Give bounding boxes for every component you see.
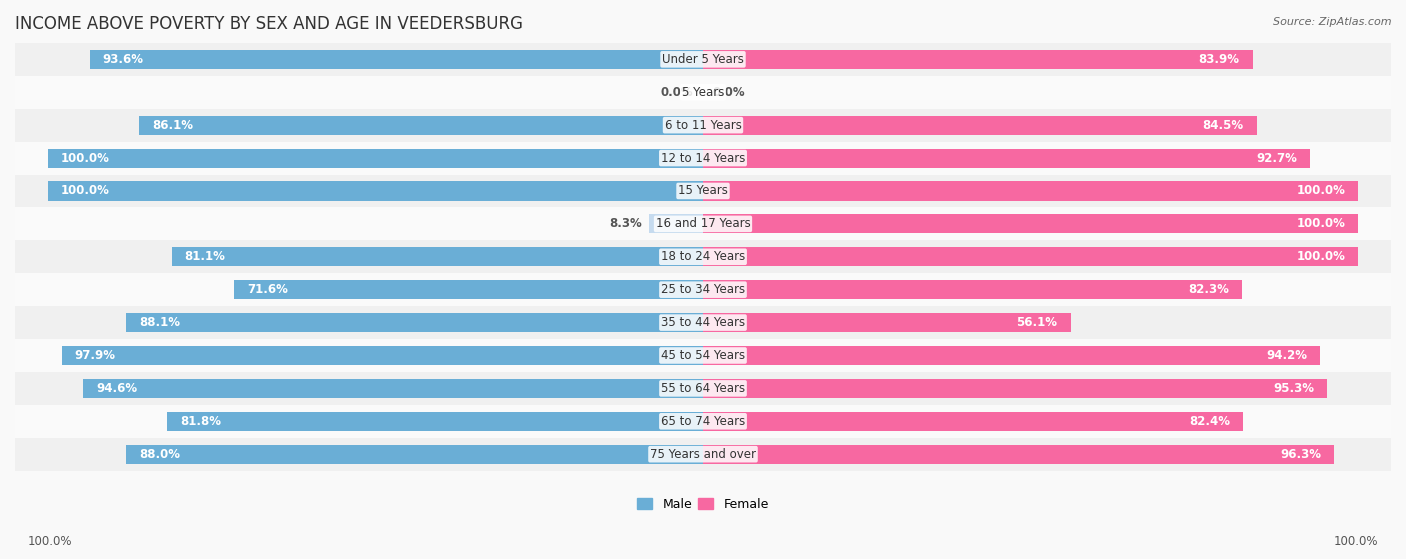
Bar xyxy=(139,116,703,135)
Bar xyxy=(15,240,1391,273)
Text: 12 to 14 Years: 12 to 14 Years xyxy=(661,151,745,164)
Bar xyxy=(648,214,703,234)
Bar xyxy=(125,313,703,332)
Text: 94.2%: 94.2% xyxy=(1267,349,1308,362)
Text: 100.0%: 100.0% xyxy=(1333,535,1378,548)
Text: 0.0%: 0.0% xyxy=(661,86,693,99)
Text: 56.1%: 56.1% xyxy=(1017,316,1057,329)
Bar xyxy=(703,182,1358,201)
Bar xyxy=(90,50,703,69)
Text: 18 to 24 Years: 18 to 24 Years xyxy=(661,250,745,263)
Bar xyxy=(15,339,1391,372)
Text: 88.1%: 88.1% xyxy=(139,316,180,329)
Bar xyxy=(83,379,703,398)
Text: 96.3%: 96.3% xyxy=(1279,448,1320,461)
Text: 88.0%: 88.0% xyxy=(139,448,180,461)
Bar xyxy=(703,444,1334,464)
Text: 100.0%: 100.0% xyxy=(1296,184,1346,197)
Bar xyxy=(703,50,1253,69)
Text: 93.6%: 93.6% xyxy=(103,53,143,66)
Bar xyxy=(15,405,1391,438)
Text: 75 Years and over: 75 Years and over xyxy=(650,448,756,461)
Bar xyxy=(15,43,1391,76)
Text: 81.1%: 81.1% xyxy=(184,250,225,263)
Bar xyxy=(15,438,1391,471)
Text: 0.0%: 0.0% xyxy=(713,86,745,99)
Bar xyxy=(15,372,1391,405)
Text: 15 Years: 15 Years xyxy=(678,184,728,197)
Bar xyxy=(15,174,1391,207)
Text: INCOME ABOVE POVERTY BY SEX AND AGE IN VEEDERSBURG: INCOME ABOVE POVERTY BY SEX AND AGE IN V… xyxy=(15,15,523,33)
Bar xyxy=(127,444,703,464)
Text: 35 to 44 Years: 35 to 44 Years xyxy=(661,316,745,329)
Text: 82.3%: 82.3% xyxy=(1188,283,1229,296)
Bar xyxy=(703,116,1257,135)
Bar xyxy=(15,76,1391,108)
Text: 100.0%: 100.0% xyxy=(60,184,110,197)
Text: 100.0%: 100.0% xyxy=(28,535,73,548)
Text: 5 Years: 5 Years xyxy=(682,86,724,99)
Bar xyxy=(15,207,1391,240)
Text: 84.5%: 84.5% xyxy=(1202,119,1243,132)
Bar xyxy=(233,280,703,299)
Text: Source: ZipAtlas.com: Source: ZipAtlas.com xyxy=(1274,17,1392,27)
Legend: Male, Female: Male, Female xyxy=(633,492,773,516)
Bar xyxy=(703,412,1243,431)
Bar xyxy=(15,141,1391,174)
Bar xyxy=(62,346,703,365)
Text: 6 to 11 Years: 6 to 11 Years xyxy=(665,119,741,132)
Text: 25 to 34 Years: 25 to 34 Years xyxy=(661,283,745,296)
Text: 71.6%: 71.6% xyxy=(247,283,288,296)
Text: 97.9%: 97.9% xyxy=(75,349,115,362)
Bar xyxy=(703,149,1310,168)
Bar xyxy=(15,108,1391,141)
Bar xyxy=(703,280,1243,299)
Text: 65 to 74 Years: 65 to 74 Years xyxy=(661,415,745,428)
Bar xyxy=(48,182,703,201)
Text: 82.4%: 82.4% xyxy=(1189,415,1230,428)
Text: 95.3%: 95.3% xyxy=(1274,382,1315,395)
Text: 100.0%: 100.0% xyxy=(1296,217,1346,230)
Bar xyxy=(15,306,1391,339)
Bar xyxy=(48,149,703,168)
Bar xyxy=(15,273,1391,306)
Text: 100.0%: 100.0% xyxy=(1296,250,1346,263)
Text: 100.0%: 100.0% xyxy=(60,151,110,164)
Text: 94.6%: 94.6% xyxy=(96,382,138,395)
Text: 81.8%: 81.8% xyxy=(180,415,221,428)
Bar xyxy=(703,346,1320,365)
Text: 86.1%: 86.1% xyxy=(152,119,193,132)
Text: 83.9%: 83.9% xyxy=(1199,53,1240,66)
Text: 45 to 54 Years: 45 to 54 Years xyxy=(661,349,745,362)
Text: 8.3%: 8.3% xyxy=(609,217,643,230)
Text: 55 to 64 Years: 55 to 64 Years xyxy=(661,382,745,395)
Bar xyxy=(172,247,703,266)
Bar xyxy=(167,412,703,431)
Bar xyxy=(703,379,1327,398)
Text: 16 and 17 Years: 16 and 17 Years xyxy=(655,217,751,230)
Text: Under 5 Years: Under 5 Years xyxy=(662,53,744,66)
Bar xyxy=(703,214,1358,234)
Bar xyxy=(703,313,1070,332)
Bar xyxy=(703,247,1358,266)
Text: 92.7%: 92.7% xyxy=(1257,151,1298,164)
